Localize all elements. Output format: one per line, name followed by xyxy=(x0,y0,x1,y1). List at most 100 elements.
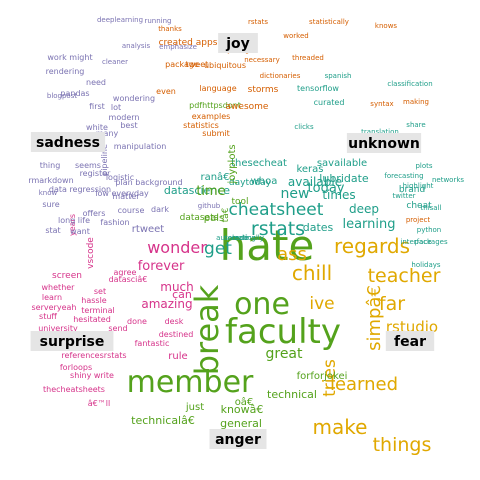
word-anger: tool xyxy=(231,197,248,207)
word-sadness: wondering xyxy=(113,94,155,103)
word-unknown: python xyxy=(417,226,442,234)
word-anger: knowâ€ xyxy=(221,403,264,416)
word-joy: ubiquitous xyxy=(204,61,246,70)
word-anger: faculty xyxy=(225,312,341,352)
word-unknown: classification xyxy=(387,80,432,88)
word-unknown: cheatsheet xyxy=(229,200,324,220)
word-sadness: modern xyxy=(109,113,140,122)
word-anger: just xyxy=(185,402,204,413)
category-label-text: sadness xyxy=(36,135,100,151)
word-sadness: work might xyxy=(47,53,92,62)
word-sadness: fashion xyxy=(100,218,129,227)
word-unknown: translation xyxy=(361,128,399,136)
word-joy: language xyxy=(199,84,236,93)
word-sadness: emphasize xyxy=(159,43,197,51)
word-anger: forforjokei xyxy=(297,371,348,382)
word-fear: far xyxy=(379,293,405,315)
word-unknown: tensorflow xyxy=(297,84,339,93)
word-unknown: today xyxy=(308,181,345,196)
word-anger: datasets xyxy=(180,213,219,223)
category-label-box xyxy=(30,132,106,152)
word-surprise: can xyxy=(172,288,192,301)
word-anger: technicalâ€ xyxy=(131,414,195,427)
word-sadness: cleaner xyxy=(102,58,128,66)
word-joy: project xyxy=(406,216,431,224)
category-label-unknown: unknown xyxy=(346,133,422,153)
word-sadness: manipulation xyxy=(114,142,167,151)
word-sadness: rendering xyxy=(46,67,85,76)
word-surprise: amazing xyxy=(141,297,192,311)
word-unknown: twitter xyxy=(392,192,415,200)
word-unknown: ranâ€ xyxy=(200,171,229,183)
word-sadness: many xyxy=(96,129,119,138)
word-joy: examples xyxy=(192,112,231,121)
word-surprise: hesitated xyxy=(73,315,111,324)
word-sadness: register xyxy=(80,169,112,178)
category-label-text: joy xyxy=(225,36,250,52)
word-surprise: screen xyxy=(52,271,82,281)
word-unknown: code xyxy=(232,234,249,242)
word-unknown: available xyxy=(288,175,342,189)
word-unknown: rstats xyxy=(251,218,305,240)
word-surprise: years xyxy=(68,214,77,236)
word-unknown: savailable xyxy=(317,158,367,169)
word-unknown: times xyxy=(322,188,355,202)
word-joy: making xyxy=(403,98,429,106)
word-surprise: serveryeah xyxy=(32,303,77,312)
word-joy: knows xyxy=(375,22,397,30)
word-anger: one xyxy=(234,287,290,322)
word-surprise: hassle xyxy=(81,296,107,305)
category-label-text: surprise xyxy=(40,334,105,350)
word-surprise: shiny write xyxy=(70,371,114,380)
word-fear: teacher xyxy=(368,265,441,287)
word-unknown: thesecheat xyxy=(231,158,287,169)
word-joy: threaded xyxy=(292,54,324,62)
word-fear: make xyxy=(313,415,368,439)
word-anger: technical xyxy=(267,388,317,401)
word-joy: tweet xyxy=(186,60,209,69)
word-joy: syntax xyxy=(370,100,393,108)
category-label-fear: fear xyxy=(385,331,435,351)
word-unknown: highlight xyxy=(403,182,434,190)
word-unknown: whoa xyxy=(251,176,278,187)
word-surprise: much xyxy=(160,280,194,294)
word-surprise: send xyxy=(108,324,127,333)
category-label-box xyxy=(346,133,422,153)
word-surprise: done xyxy=(127,317,147,326)
word-joy: dictionaries xyxy=(260,72,301,80)
word-surprise: forloops xyxy=(60,363,92,372)
word-sadness: pandas xyxy=(60,89,89,98)
word-sadness: blogpost xyxy=(47,92,77,100)
word-surprise: desk xyxy=(165,317,184,326)
word-unknown: lubridate xyxy=(319,172,369,185)
word-joy: worked xyxy=(283,32,308,40)
word-surprise: wonder xyxy=(147,238,207,257)
word-surprise: rule xyxy=(168,351,187,362)
word-fear: simpâ€ xyxy=(364,285,385,351)
word-unknown: spanish xyxy=(325,72,352,80)
word-sadness: need xyxy=(86,78,106,87)
word-fear: things xyxy=(373,434,432,456)
word-anger: tâ€ xyxy=(221,207,231,222)
word-unknown: deep xyxy=(349,202,379,216)
word-surprise: stuff xyxy=(39,312,57,321)
word-surprise: university xyxy=(38,324,78,333)
category-label-sadness: sadness xyxy=(30,132,106,152)
word-sadness: deeplearning xyxy=(97,16,143,24)
word-sadness: lot xyxy=(111,103,121,112)
word-unknown: selecting xyxy=(224,234,256,242)
category-label-box xyxy=(218,33,258,53)
word-sadness: data regression xyxy=(49,185,111,194)
word-joy: even xyxy=(156,87,176,96)
word-sadness: thing xyxy=(40,161,61,170)
word-surprise: set xyxy=(94,287,106,296)
word-surprise: fantastic xyxy=(135,339,170,348)
word-joy: package xyxy=(165,60,199,69)
word-sadness: stat xyxy=(45,226,60,235)
word-anger: oâ€ xyxy=(235,396,254,408)
category-label-surprise: surprise xyxy=(30,331,114,351)
word-unknown: new xyxy=(281,186,310,202)
word-unknown: learning xyxy=(342,217,395,232)
word-anger: member xyxy=(127,365,254,400)
